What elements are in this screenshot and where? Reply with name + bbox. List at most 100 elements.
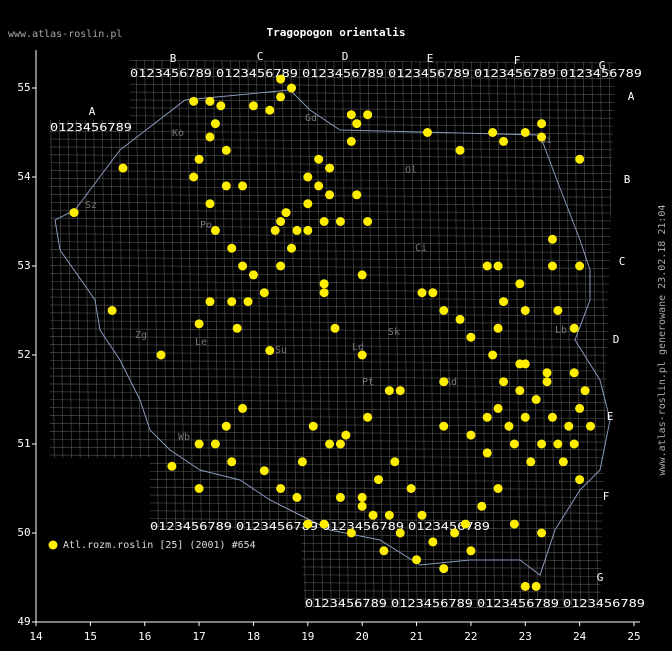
record-dot [221,145,231,155]
record-dot [194,484,204,493]
region-label: Sz [85,200,97,211]
grid-line-minor [359,60,366,608]
record-dot [373,475,383,485]
y-tick-label: 50 [17,526,30,539]
record-dot [314,181,324,191]
x-tick-label: 19 [301,630,314,643]
record-dot [303,199,313,209]
record-dot [482,261,492,271]
x-tick-label: 16 [138,630,151,643]
record-dot [455,145,465,155]
record-dot [428,537,438,547]
record-dot [553,306,563,315]
grid-digits: 0123456789 [305,597,387,610]
record-dot [384,510,394,520]
y-tick-label: 53 [17,259,30,272]
record-dot [118,163,128,173]
grid-line-minor [600,60,607,608]
record-dot [194,319,204,329]
grid-line-minor [50,470,615,475]
record-dot [297,457,307,467]
record-dot [499,297,509,307]
record-dot [368,510,378,520]
record-dot [406,484,416,493]
record-dot [357,501,367,511]
grid-line-minor [178,60,186,608]
grid-line-minor [488,60,495,608]
grid-line-minor [187,60,194,608]
grid-digits: 0123456789 [474,67,556,80]
region-label: Rd [445,377,457,388]
record-dot [450,528,460,538]
record-dot [221,181,231,191]
record-dot [493,261,503,271]
grid-line-minor [333,60,341,608]
grid-line-minor [92,60,100,608]
grid-line-minor [50,178,615,182]
record-dot [417,288,427,298]
record-dot [292,225,302,235]
grid-digits: 0123456789 [236,520,318,533]
record-dot [395,386,405,396]
record-dot [412,555,422,565]
record-dot [216,101,226,111]
legend-label: Atl.rozm.roslin [25] (2001) #654 [63,540,256,551]
record-dot [259,288,269,298]
record-dot [569,323,579,333]
region-label: Wb [178,432,190,443]
record-dot [330,323,340,333]
grid-line-minor [50,509,615,514]
grid-line-minor [84,60,91,608]
grid-line-minor [161,60,169,608]
record-dot [553,439,563,449]
record-dot [569,439,579,449]
record-dot [346,136,356,146]
record-dot [210,225,220,235]
grid-line-minor [50,494,615,498]
grid-line-minor [385,60,392,608]
grid-line-minor [118,60,126,608]
y-tick-label: 55 [17,81,30,94]
record-dot [537,132,547,142]
record-dot [526,457,536,467]
record-dot [580,386,590,396]
side-note: www.atlas-roslin.pl generowane 23.02.18 … [657,205,668,476]
grid-line-minor [557,60,564,608]
record-dot [439,421,449,431]
grid-digits: 0123456789 [408,520,490,533]
x-tick-label: 18 [247,630,260,643]
grid-line-minor [290,60,298,608]
x-tick-label: 20 [356,630,369,643]
grid-line-minor [496,60,504,608]
grid-digits: 0123456789 [477,597,559,610]
record-dot [248,270,258,280]
record-dot [243,297,253,307]
region-label: Ko [172,128,184,139]
record-dot [363,110,373,120]
grid-line-minor [50,430,615,435]
record-dot [379,546,389,556]
record-dot [482,412,492,422]
record-dot [346,528,356,538]
x-tick-label: 15 [84,630,97,643]
record-dot [319,519,329,529]
record-dot [265,346,275,356]
record-dot [466,546,476,556]
grid-line-minor [50,446,615,451]
grid-line-minor [307,60,315,608]
grid-line-minor [50,280,615,285]
record-dot [341,430,351,440]
grid-line-minor [221,60,229,608]
record-dot [303,519,313,529]
grid-letter: F [514,54,521,67]
grid-line-minor [376,60,384,608]
record-dot [499,377,509,387]
grid-line-minor [50,209,615,214]
grid-line-minor [50,146,615,151]
grid-line-minor [50,438,615,443]
grid-line-minor [50,107,615,111]
record-dot [276,484,286,493]
grid-letter: B [170,52,177,65]
record-dot [276,92,286,102]
record-dot [346,110,356,120]
